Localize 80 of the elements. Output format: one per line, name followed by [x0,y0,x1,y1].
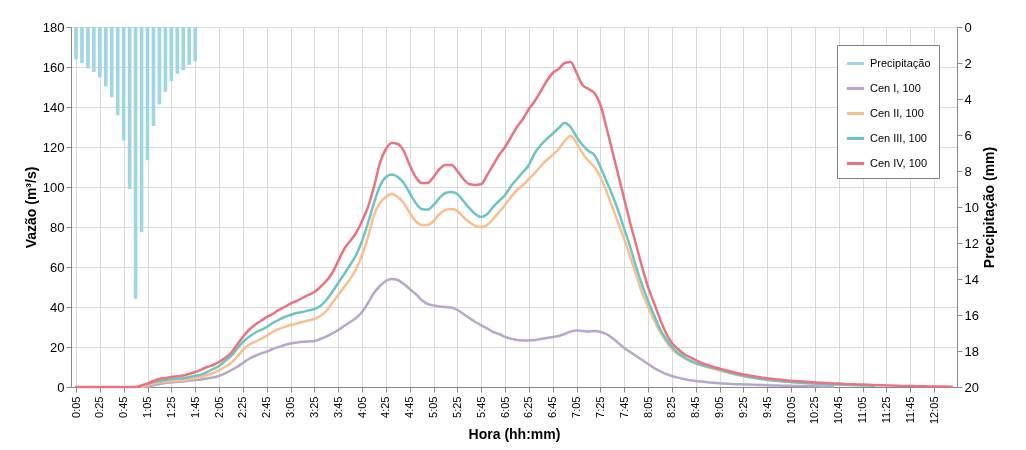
legend-label: Cen I, 100 [870,81,921,94]
x-tick-label: 7:25 [593,396,606,418]
x-tick-label: 12:05 [927,396,940,425]
x-tick-label: 11:45 [903,396,916,424]
x-tick-label: 10:05 [784,396,797,425]
y-tick-label: 60 [50,259,65,275]
y2-tick-label: 14 [964,271,979,287]
y2-tick-label: 18 [964,343,979,359]
x-tick-label: 0:05 [69,396,82,418]
bar [74,27,78,60]
bar [86,27,90,69]
line-series [146,277,835,389]
x-tick-label: 7:45 [617,396,630,418]
x-tick-label: 5:05 [427,396,440,418]
x-tick-label: 10:25 [808,396,821,425]
bar [98,27,102,78]
bar [187,27,192,65]
x-tick-label: 2:25 [236,396,249,418]
bar [109,27,114,98]
y2-tick-label: 20 [964,379,979,395]
x-tick-label: 0:45 [117,396,130,418]
y-tick-label: 120 [42,139,65,155]
x-tick-label: 11:05 [856,396,869,424]
bar [181,27,186,71]
legend-label: Precipitação [870,56,931,69]
y2-tick-label: 8 [964,163,972,179]
x-tick-label: 1:25 [164,396,177,418]
x-tick-label: 7:05 [570,396,583,418]
y-tick-label: 20 [50,339,65,355]
y2-tick-label: 2 [964,55,972,71]
x-tick-label: 9:25 [736,396,749,418]
legend-label: Cen II, 100 [870,106,924,119]
legend-label: Cen III, 100 [870,131,927,144]
x-tick-label: 2:05 [212,396,225,418]
legend-label: Cen IV, 100 [870,156,928,169]
x-tick-label: 4:45 [403,396,416,418]
bar [80,27,84,63]
x-tick-label: 5:25 [450,396,463,418]
bar [92,27,96,72]
x-tick-label: 8:45 [689,396,702,418]
x-tick-label: 3:25 [307,396,320,418]
y2-tick-label: 0 [964,19,972,35]
y-tick-label: 40 [50,299,65,315]
y2-tick-label: 16 [964,307,979,323]
x-tick-label: 4:05 [355,396,368,418]
x-tick-label: 10:45 [832,396,845,425]
bar [115,27,120,116]
x-tick-label: 11:25 [879,396,892,424]
bar [193,27,197,62]
x-tick-label: 9:05 [713,396,726,418]
x-tick-label: 5:45 [474,396,487,418]
bar [175,27,180,74]
x-tick-label: 3:05 [284,396,297,418]
x-tick-label: 4:25 [379,396,392,418]
bar [103,27,108,87]
y2-tick-label: 4 [964,91,972,107]
y2-tick-label: 6 [964,127,972,143]
x-tick-label: 6:25 [522,396,535,418]
x-tick-label: 0:25 [93,396,106,418]
y2-tick-label: 12 [964,235,979,251]
line-series [74,60,954,389]
y-tick-label: 80 [50,219,65,235]
y-tick-label: 180 [42,19,65,35]
x-tick-label: 8:25 [665,396,678,418]
x-tick-label: 6:05 [498,396,511,418]
x-tick-label: 9:45 [760,396,773,418]
y-tick-label: 0 [57,379,65,395]
y2-tick-label: 10 [964,199,979,215]
x-tick-label: 1:45 [188,396,201,418]
y-tick-label: 160 [42,59,65,75]
x-tick-label: 2:45 [260,396,273,418]
y2-axis-title: Precipitação (mm) [980,146,997,269]
x-tick-label: 3:45 [331,396,344,418]
x-axis-title: Hora (hh:mm) [468,426,561,443]
y-axis-title: Vazão (m³/s) [22,166,39,249]
y-tick-label: 140 [42,99,65,115]
y-tick-label: 100 [42,179,65,195]
x-tick-label: 6:45 [546,396,559,418]
x-tick-label: 1:05 [141,396,154,418]
x-tick-label: 8:05 [641,396,654,418]
